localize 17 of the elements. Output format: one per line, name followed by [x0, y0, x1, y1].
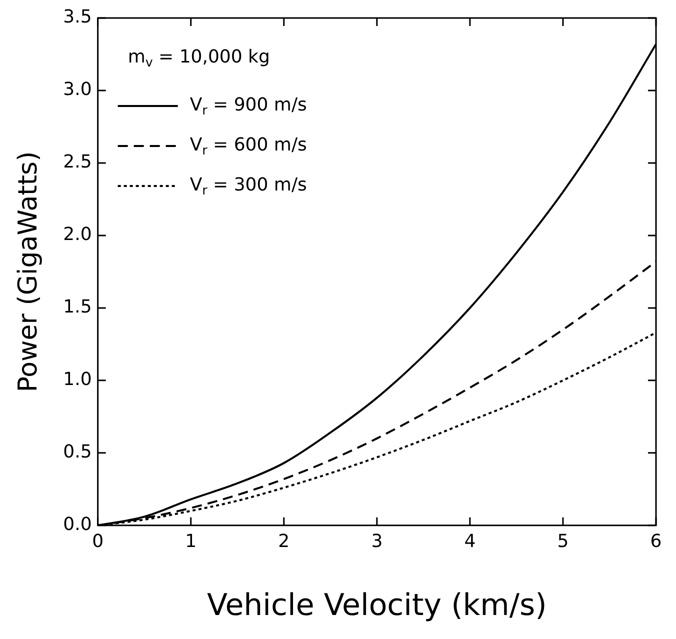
- x-tick-label: 6: [650, 530, 662, 552]
- x-tick-label: 3: [371, 530, 383, 552]
- x-tick-label: 1: [185, 530, 197, 552]
- x-tick-label: 0: [92, 530, 104, 552]
- x-tick-label: 4: [464, 530, 476, 552]
- x-tick-label: 2: [278, 530, 290, 552]
- y-axis-title: Power (GigaWatts): [13, 151, 44, 392]
- y-tick-label: 1.0: [63, 369, 92, 390]
- x-tick-label: 5: [557, 530, 569, 552]
- y-tick-label: 2.0: [63, 224, 92, 246]
- y-tick-label: 3.5: [63, 6, 92, 28]
- y-tick-label: 0.0: [63, 514, 92, 536]
- y-tick-label: 0.5: [63, 442, 92, 463]
- y-tick-label: 3.0: [63, 79, 92, 100]
- y-tick-label: 2.5: [63, 152, 92, 173]
- y-tick-label: 1.5: [63, 296, 92, 318]
- x-axis-title: Vehicle Velocity (km/s): [207, 588, 547, 623]
